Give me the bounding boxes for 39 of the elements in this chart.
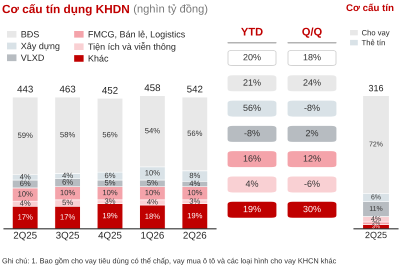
annotation: 316 — [368, 84, 384, 92]
text: -8% — [244, 130, 260, 136]
text: 4% — [246, 180, 258, 187]
annotation: 458 — [144, 84, 160, 92]
bar — [97, 203, 123, 229]
text: 20% — [243, 54, 261, 60]
chart-subtitle: (nghìn tỷ đồng) — [134, 4, 208, 15]
annotation: 463 — [60, 86, 76, 92]
chart-title: Cơ cấu tín dụng KHDN — [2, 4, 129, 16]
legend-label: FMCG, Bán lẻ, Logistics — [88, 30, 185, 40]
annotation: 443 — [17, 86, 33, 92]
text: 21% — [243, 79, 261, 86]
category-label: Q/Q — [302, 27, 322, 38]
bar — [182, 203, 208, 229]
legend-label: Xây dựng — [20, 42, 60, 51]
text: -6% — [304, 180, 320, 187]
text: 56% — [243, 104, 261, 111]
x-tick-label: 4Q25 — [98, 232, 122, 240]
legend-label: Khác — [88, 54, 108, 62]
x-tick-label: 2Q25 — [14, 232, 37, 240]
x-tick-label: 2Q26 — [183, 232, 206, 240]
text: 12% — [304, 155, 321, 162]
text: 24% — [303, 79, 321, 86]
annotation: 452 — [102, 86, 118, 94]
text: 16% — [244, 155, 261, 162]
text: 19% — [244, 206, 261, 212]
x-tick-label: 3Q25 — [56, 232, 80, 240]
legend-label: BĐS — [22, 31, 39, 38]
text: 18% — [304, 54, 321, 60]
text: -8% — [304, 104, 320, 111]
category-label: YTD — [241, 28, 263, 36]
text: 30% — [303, 206, 321, 212]
text: 2% — [306, 130, 318, 136]
annotation: 542 — [187, 86, 202, 92]
legend-label: VLXD — [20, 54, 44, 61]
chart-title: Cơ cấu tín — [346, 4, 394, 12]
x-tick-label: 1Q26 — [141, 232, 164, 240]
x-tick-label: 2Q25 — [365, 232, 387, 240]
legend-label: Tiện ích và viễn thông — [88, 42, 176, 52]
